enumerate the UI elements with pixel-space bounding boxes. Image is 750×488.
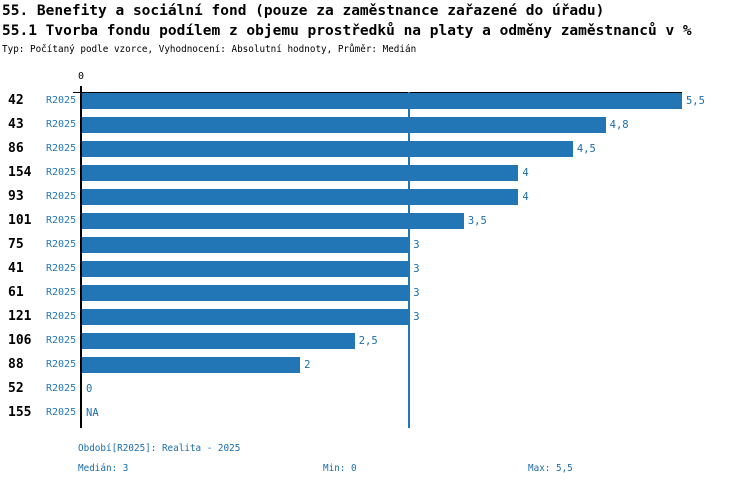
horizontal-bar-chart: 0 42 R2025 5,5 43 R2025 4,8 86 R2025 4,5 154 R2025…: [0, 60, 750, 435]
value-bar: [82, 333, 355, 349]
report-title: 55. Benefity a sociální fond (pouze za z…: [2, 3, 605, 19]
row-id-label: 106: [8, 333, 32, 348]
row-id-label: 41: [8, 261, 24, 276]
row-period-label: R2025: [46, 119, 77, 130]
row-period-label: R2025: [46, 239, 77, 250]
row-period-label: R2025: [46, 311, 77, 322]
report-meta: Typ: Počítaný podle vzorce, Vyhodnocení:…: [2, 44, 417, 55]
row-period-label: R2025: [46, 263, 77, 274]
row-id-label: 86: [8, 141, 24, 156]
value-bar: [82, 261, 410, 277]
value-label: 4: [522, 191, 529, 203]
row-id-label: 52: [8, 381, 24, 396]
value-label: 0: [86, 383, 93, 395]
footer-period-info: Období[R2025]: Realita - 2025: [78, 443, 241, 454]
value-label: 2,5: [358, 335, 378, 347]
value-label: NA: [86, 407, 99, 419]
value-label: 3: [413, 263, 420, 275]
row-period-label: R2025: [46, 383, 77, 394]
value-bar: [82, 189, 519, 205]
value-bar: [82, 141, 573, 157]
axis-tick-label-zero: 0: [77, 71, 85, 82]
row-id-label: 43: [8, 117, 24, 132]
row-id-label: 42: [8, 93, 24, 108]
axis-left-line: [79, 92, 82, 428]
value-label: 4,8: [609, 119, 629, 131]
row-id-label: 88: [8, 357, 24, 372]
value-bar: [82, 117, 606, 133]
median-reference-line: [408, 92, 410, 428]
value-bar: [82, 213, 464, 229]
row-id-label: 155: [8, 405, 32, 420]
value-label: 4,5: [576, 143, 596, 155]
row-id-label: 121: [8, 309, 32, 324]
value-bar: [82, 309, 410, 325]
row-period-label: R2025: [46, 359, 77, 370]
row-period-label: R2025: [46, 191, 77, 202]
value-label: 3: [413, 239, 420, 251]
row-id-label: 154: [8, 165, 32, 180]
axis-top-line: [73, 91, 682, 93]
row-period-label: R2025: [46, 215, 77, 226]
footer-median: Medián: 3: [78, 463, 129, 474]
row-period-label: R2025: [46, 335, 77, 346]
value-label: 4: [522, 167, 529, 179]
row-period-label: R2025: [46, 287, 77, 298]
row-id-label: 93: [8, 189, 24, 204]
value-bar: [82, 237, 410, 253]
value-label: 3: [413, 311, 420, 323]
footer-max: Max: 5,5: [528, 463, 573, 474]
row-period-label: R2025: [46, 167, 77, 178]
row-period-label: R2025: [46, 407, 77, 418]
value-bar: [82, 93, 682, 109]
axis-tick-mark: [80, 86, 82, 92]
report-subtitle: 55.1 Tvorba fondu podílem z objemu prost…: [2, 23, 692, 39]
row-id-label: 75: [8, 237, 24, 252]
row-period-label: R2025: [46, 143, 77, 154]
footer-min: Min: 0: [323, 463, 357, 474]
value-bar: [82, 165, 519, 181]
value-label: 3,5: [467, 215, 487, 227]
value-bar: [82, 285, 410, 301]
row-id-label: 61: [8, 285, 24, 300]
value-bar: [82, 357, 301, 373]
value-label: 3: [413, 287, 420, 299]
value-label: 2: [304, 359, 311, 371]
value-label: 5,5: [685, 95, 705, 107]
row-id-label: 101: [8, 213, 32, 228]
row-period-label: R2025: [46, 95, 77, 106]
